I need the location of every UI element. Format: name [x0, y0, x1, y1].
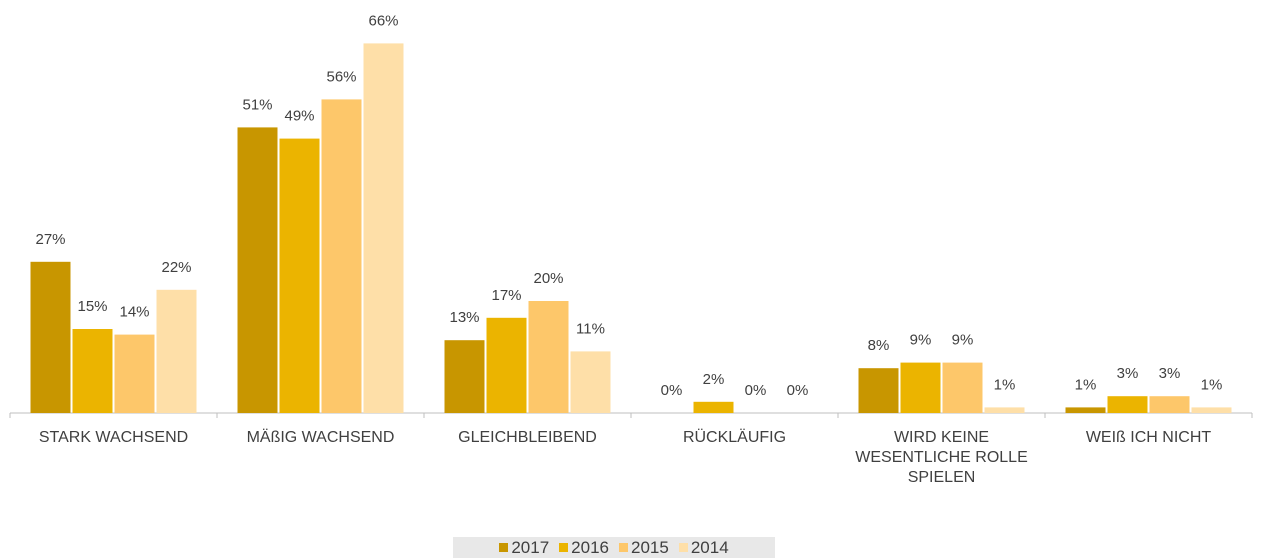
bar [528, 301, 569, 413]
bar [444, 340, 485, 413]
value-label: 17% [491, 287, 521, 304]
value-label: 14% [119, 304, 149, 321]
value-label: 2% [703, 371, 725, 388]
legend-label: 2016 [571, 537, 609, 557]
bar [984, 407, 1025, 413]
legend-swatch [559, 543, 569, 552]
x-tick-label: RÜCKLÄUFIG [682, 429, 787, 446]
bar [237, 127, 278, 414]
legend-swatch [499, 543, 509, 552]
bar [486, 317, 527, 413]
legend-swatch [678, 543, 688, 552]
bar [72, 329, 113, 413]
value-label: 8% [868, 337, 890, 354]
value-label: 3% [1117, 365, 1139, 382]
value-label: 0% [745, 382, 767, 399]
legend-item: 2016 [559, 538, 609, 558]
value-label: 49% [284, 108, 314, 125]
legend-label: 2015 [631, 537, 669, 557]
value-label: 0% [661, 382, 683, 399]
legend: 2017 2016 2015 2014 [453, 537, 775, 558]
legend-item: 2017 [499, 538, 549, 558]
bar [1065, 407, 1106, 413]
bar [114, 334, 155, 413]
value-label: 20% [533, 270, 563, 287]
value-label: 22% [161, 259, 191, 276]
x-tick-label: WEIß ICH NICHT [1085, 429, 1212, 446]
value-label: 1% [1075, 376, 1097, 393]
value-label: 51% [242, 96, 272, 113]
value-label: 13% [449, 309, 479, 326]
legend-item: 2015 [619, 538, 669, 558]
x-tick-label: STARK WACHSEND [38, 429, 189, 446]
legend-label: 2014 [690, 537, 729, 557]
x-tick-label: WIRD KEINE WESENTLICHE ROLLE SPIELEN [855, 429, 1028, 486]
bar [363, 43, 404, 414]
value-label: 11% [576, 320, 605, 337]
value-label: 15% [77, 298, 107, 315]
legend-label: 2017 [511, 537, 550, 557]
value-label: 1% [994, 376, 1016, 393]
value-label: 3% [1159, 365, 1181, 382]
bar [30, 261, 71, 413]
value-label: 27% [35, 231, 65, 248]
bar [693, 401, 734, 413]
bar [570, 351, 611, 413]
x-tick-label: MÄßIG WACHSEND [246, 429, 395, 446]
value-label: 1% [1201, 376, 1223, 393]
bar [1107, 396, 1148, 413]
value-label: 0% [787, 382, 809, 399]
bar [321, 99, 362, 414]
x-tick-label: GLEICHBLEIBEND [458, 429, 597, 446]
bar [279, 138, 320, 413]
value-label: 66% [368, 12, 398, 29]
bar [900, 362, 941, 413]
legend-swatch [619, 543, 628, 552]
bar [942, 362, 983, 413]
bar [1191, 407, 1232, 413]
value-label: 56% [326, 68, 356, 85]
bar [156, 289, 197, 413]
value-label: 9% [952, 332, 974, 349]
bar [1149, 396, 1190, 413]
bar [858, 368, 899, 413]
legend-item: 2014 [678, 537, 729, 558]
value-label: 9% [910, 332, 932, 349]
